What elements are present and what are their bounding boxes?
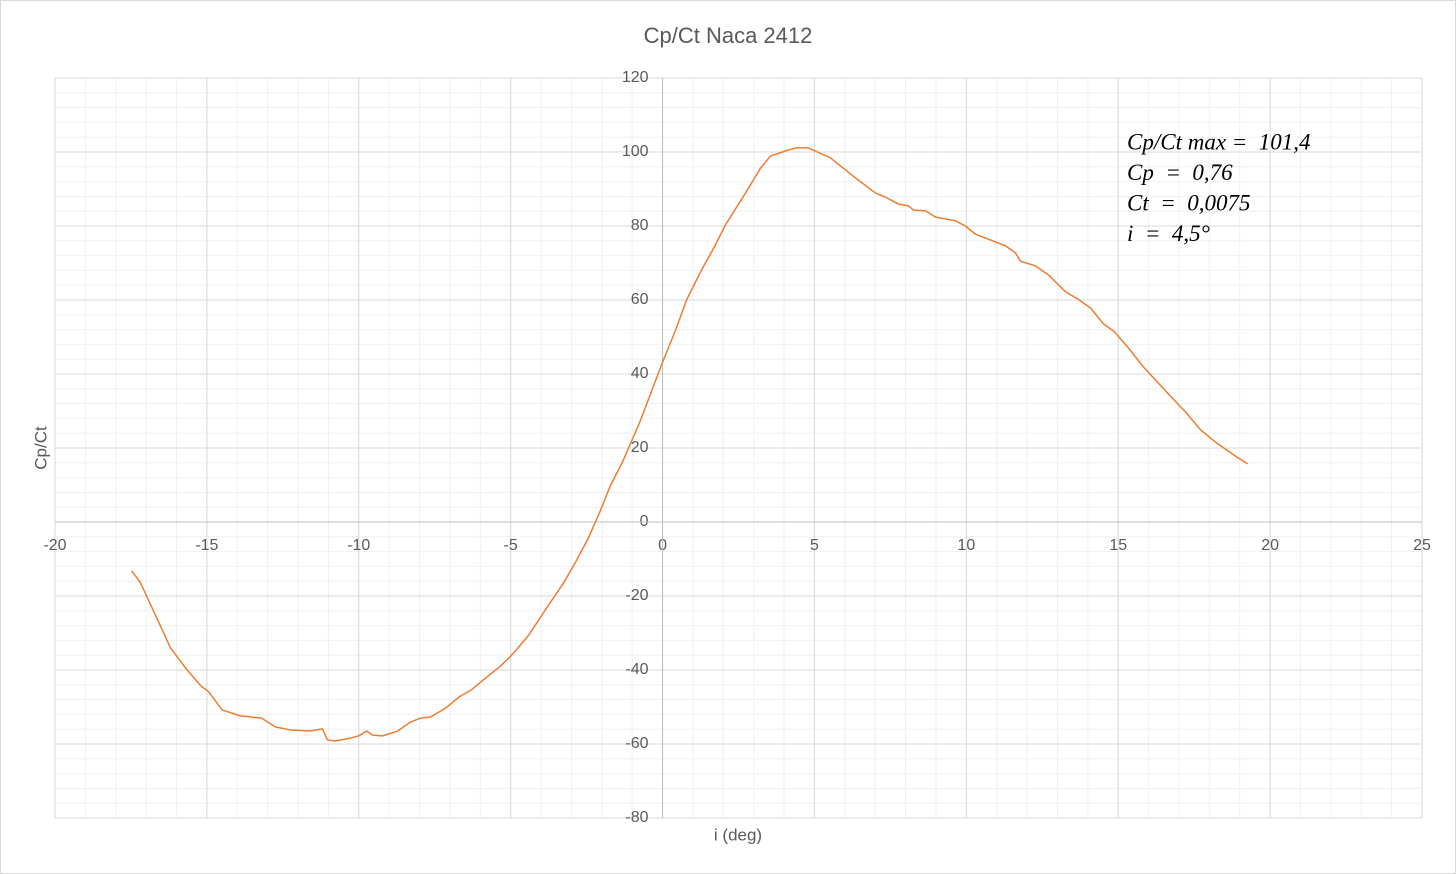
annotation: Ct = 0,0075 (1127, 190, 1251, 215)
x-tick-label: 10 (957, 537, 975, 554)
x-tick-label: -5 (504, 537, 518, 554)
x-axis-label: i (deg) (714, 825, 762, 844)
x-tick-label: -20 (43, 537, 66, 554)
annotation: i = 4,5° (1127, 221, 1210, 246)
y-tick-label: -80 (625, 809, 648, 826)
y-tick-label: 80 (631, 217, 649, 234)
x-tick-label: 25 (1413, 537, 1431, 554)
y-tick-label: 100 (622, 143, 649, 160)
x-tick-label: 20 (1261, 537, 1279, 554)
x-tick-label: -10 (347, 537, 370, 554)
x-tick-label: 15 (1109, 537, 1127, 554)
chart-title: Cp/Ct Naca 2412 (644, 23, 813, 48)
y-axis-label: Cp/Ct (31, 426, 50, 470)
y-tick-label: -40 (625, 661, 648, 678)
x-tick-label: 5 (810, 537, 819, 554)
y-tick-label: 60 (631, 291, 649, 308)
annotation: Cp = 0,76 (1127, 160, 1233, 185)
data-line (130, 147, 1249, 742)
annotation: Cp/Ct max = 101,4 (1127, 129, 1311, 154)
y-tick-label: 20 (631, 439, 649, 456)
y-tick-label: -20 (625, 587, 648, 604)
y-tick-label: 40 (631, 365, 649, 382)
x-tick-label: -15 (195, 537, 218, 554)
y-tick-label: -60 (625, 735, 648, 752)
y-tick-label: 120 (622, 69, 649, 86)
